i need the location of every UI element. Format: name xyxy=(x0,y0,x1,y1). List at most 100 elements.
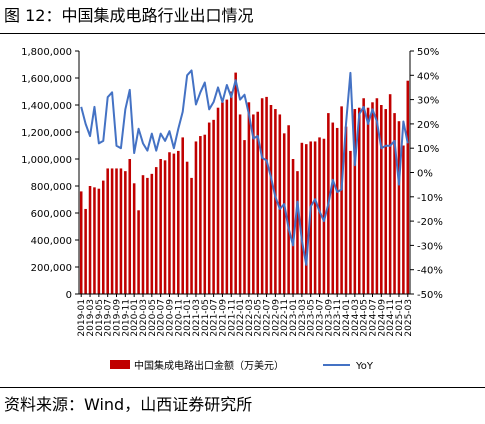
right-tick-label: 50% xyxy=(417,47,439,58)
x-tick-label: 2020-01 xyxy=(130,299,140,337)
x-tick-label: 2021-01 xyxy=(183,299,193,337)
x-tick-label: 2019-05 xyxy=(95,299,105,337)
figure-title: 图 12：中国集成电路行业出口情况 xyxy=(4,6,254,25)
bar xyxy=(322,138,326,294)
x-tick-label: 2022-05 xyxy=(254,299,264,337)
bar xyxy=(106,168,109,294)
right-tick-label: 10% xyxy=(417,144,439,155)
bar xyxy=(318,137,321,294)
legend-bar-swatch xyxy=(110,360,130,369)
bar xyxy=(380,105,383,294)
bar xyxy=(177,150,180,294)
right-tick-label: -30% xyxy=(417,241,443,252)
bar xyxy=(128,159,132,294)
bar xyxy=(349,150,352,294)
bar xyxy=(256,111,260,294)
left-tick-label: 200,000 xyxy=(31,263,72,274)
legend-bar-label: 中国集成电路出口金额（万美元） xyxy=(134,359,284,372)
x-tick-label: 2022-09 xyxy=(271,299,281,337)
bar xyxy=(340,106,343,294)
x-tick-label: 2022-03 xyxy=(245,299,255,337)
bar xyxy=(362,98,365,294)
bar xyxy=(181,137,184,294)
x-tick-label: 2022-07 xyxy=(263,299,273,337)
export-chart: 0 200,000 400,000 600,000 800,000 1,000,000 1,… xyxy=(21,47,443,372)
bar xyxy=(216,107,220,294)
x-tick-label: 2024-07 xyxy=(368,299,378,337)
x-tick-label: 2024-05 xyxy=(360,299,370,337)
x-tick-label: 2025-01 xyxy=(395,299,405,337)
left-tick-label: 600,000 xyxy=(31,209,72,220)
left-tick-label: 800,000 xyxy=(31,182,72,193)
x-tick-label: 2021-09 xyxy=(218,299,228,337)
bar xyxy=(393,113,396,294)
right-tick-label: -20% xyxy=(417,217,443,228)
left-tick-label: 1,400,000 xyxy=(21,101,72,112)
bar xyxy=(146,177,149,294)
bar xyxy=(203,134,207,294)
chart-container: 0 200,000 400,000 600,000 800,000 1,000,000 1,… xyxy=(0,34,485,386)
bar xyxy=(397,121,401,294)
bar xyxy=(282,133,286,294)
bar xyxy=(247,102,251,294)
right-tick-label: -50% xyxy=(417,290,443,301)
bar xyxy=(88,186,92,294)
bar xyxy=(207,122,211,294)
left-tick-label: 1,800,000 xyxy=(21,47,72,58)
x-tick-label: 2024-03 xyxy=(351,299,361,337)
x-tick-label: 2023-05 xyxy=(307,299,317,337)
x-tick-label: 2020-09 xyxy=(165,299,175,337)
right-tick-label: 0% xyxy=(417,169,433,180)
bar xyxy=(212,119,215,294)
right-tick-label: -40% xyxy=(417,266,443,277)
bar xyxy=(137,210,140,294)
x-tick-label: 2022-01 xyxy=(236,299,246,337)
x-tick-label: 2019-07 xyxy=(104,299,114,337)
bar xyxy=(296,171,299,294)
x-tick-label: 2025-03 xyxy=(404,299,414,337)
legend: 中国集成电路出口金额（万美元） YoY xyxy=(110,359,374,372)
line-series xyxy=(80,69,409,266)
x-tick-label: 2021-03 xyxy=(192,299,202,337)
yoy-line xyxy=(80,69,409,266)
bar xyxy=(300,142,304,294)
bar xyxy=(353,109,357,294)
x-tick-label: 2024-09 xyxy=(377,299,387,337)
bar xyxy=(124,171,127,294)
bar xyxy=(185,161,189,294)
bar xyxy=(260,98,264,294)
bar xyxy=(305,144,308,294)
x-tick-label: 2021-07 xyxy=(210,299,220,337)
bar xyxy=(357,107,361,294)
x-tick-label: 2023-09 xyxy=(324,299,334,337)
bar xyxy=(199,136,202,294)
bar xyxy=(269,105,273,294)
left-tick-label: 0 xyxy=(66,290,72,301)
x-tick-label: 2020-03 xyxy=(139,299,149,337)
bar xyxy=(141,175,145,294)
bar xyxy=(234,72,237,294)
x-tick-label: 2019-09 xyxy=(113,299,123,337)
x-tick-label: 2019-01 xyxy=(77,299,87,337)
left-y-axis: 0 200,000 400,000 600,000 800,000 1,000,000 1,… xyxy=(21,47,80,301)
bar xyxy=(274,109,277,294)
bar xyxy=(225,99,229,294)
bar xyxy=(168,152,171,294)
x-tick-label: 2023-11 xyxy=(333,299,343,337)
x-tick-label: 2024-01 xyxy=(342,299,352,337)
right-tick-label: 40% xyxy=(417,71,439,82)
bar xyxy=(313,141,317,294)
bar xyxy=(335,127,339,294)
x-tick-label: 2021-05 xyxy=(201,299,211,337)
bar xyxy=(331,122,335,294)
x-tick-label: 2021-11 xyxy=(227,299,237,337)
x-tick-label: 2020-05 xyxy=(148,299,158,337)
bar xyxy=(132,183,136,294)
bar xyxy=(366,107,370,294)
x-tick-label: 2023-01 xyxy=(289,299,299,337)
source-note: 资料来源：Wind，山西证券研究所 xyxy=(4,395,253,414)
left-tick-label: 1,600,000 xyxy=(21,74,72,85)
left-tick-label: 1,200,000 xyxy=(21,128,72,139)
left-tick-label: 1,000,000 xyxy=(21,155,72,166)
bar xyxy=(115,168,118,294)
